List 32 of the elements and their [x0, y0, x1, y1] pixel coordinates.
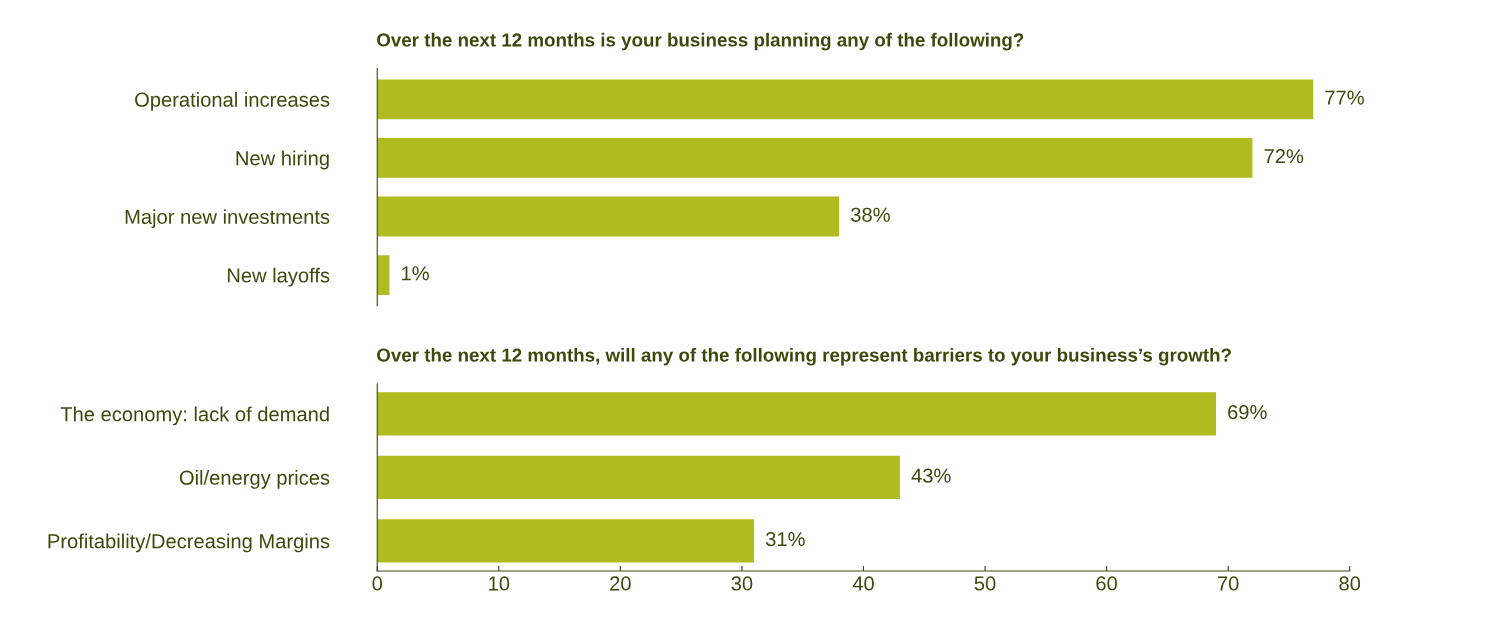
data-label: 1% [402, 266, 429, 281]
data-label: 77% [1325, 90, 1364, 105]
x-tick-label: 20 [610, 576, 631, 591]
bar [377, 79, 1314, 120]
x-tick-label: 70 [1217, 576, 1239, 591]
data-label: 31% [765, 532, 805, 547]
data-label: 69% [1228, 405, 1267, 420]
data-label: 38% [851, 207, 890, 222]
x-tick-label: 40 [852, 576, 874, 591]
y-tick-label: The economy: lack of demand [60, 406, 329, 426]
bar [377, 255, 390, 295]
y-tick-label: Major new investments [125, 209, 330, 228]
x-tick-label: 50 [974, 576, 996, 591]
data-label: 43% [911, 468, 951, 483]
bar [377, 519, 755, 563]
x-tick-label: 10 [489, 576, 510, 591]
y-tick-label: New hiring [236, 150, 329, 170]
chart-title: Over the next 12 months, will any of the following represent barriers to your business’s growth? [377, 347, 1231, 366]
x-tick-label: 60 [1096, 576, 1117, 591]
chart-title: Over the next 12 months is your business planning any of the following? [377, 32, 1024, 51]
x-tick-label: 30 [731, 576, 753, 591]
x-tick-label: 80 [1339, 576, 1361, 591]
bar [377, 455, 900, 499]
bar [377, 392, 1216, 436]
data-label: 72% [1264, 149, 1304, 164]
y-tick-label: Profitability/Decreasing Margins [48, 533, 330, 553]
bar [377, 138, 1253, 178]
x-tick-label: 0 [372, 576, 383, 591]
y-tick-label: New layoffs [227, 267, 330, 287]
y-tick-label: Operational increases [135, 92, 330, 111]
bar [377, 196, 840, 237]
y-tick-label: Oil/energy prices [179, 470, 330, 489]
